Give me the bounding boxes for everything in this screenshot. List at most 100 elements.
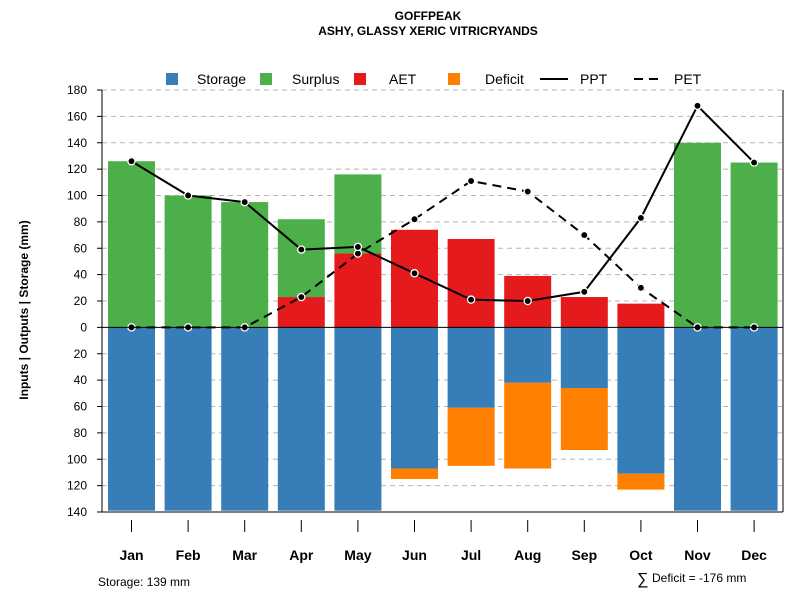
chart-subtitle: ASHY, GLASSY XERIC VITRICRYANDS: [318, 24, 538, 38]
bar-storage-jan: [108, 327, 155, 511]
y-tick-label: 40: [74, 373, 88, 387]
point-ppt-apr: [297, 245, 306, 254]
legend-swatch-deficit: [448, 73, 460, 85]
legend: Storage Surplus AET Deficit PPT PET: [166, 71, 702, 87]
legend-label-pet: PET: [674, 71, 702, 87]
point-ppt-dec: [749, 158, 759, 167]
month-label-nov: Nov: [684, 547, 711, 563]
bar-aet-apr: [277, 297, 325, 328]
bar-aet-jun: [391, 229, 438, 328]
bar-storage-may: [334, 327, 382, 511]
bar-storage-sep: [560, 327, 608, 389]
legend-swatch-storage: [166, 73, 178, 85]
y-tick-label: 20: [74, 294, 88, 308]
bar-storage-oct: [617, 327, 665, 474]
point-ppt-aug: [523, 296, 532, 306]
bar-storage-nov: [674, 327, 721, 511]
month-label-oct: Oct: [629, 547, 653, 563]
point-ppt-sep: [580, 287, 589, 297]
bar-storage-mar: [221, 327, 269, 511]
month-label-sep: Sep: [571, 547, 597, 563]
bar-surplus-dec: [730, 162, 778, 328]
point-pet-oct: [636, 283, 646, 293]
bar-surplus-mar: [221, 202, 269, 328]
y-tick-label: 140: [67, 505, 87, 519]
legend-label-storage: Storage: [197, 71, 246, 87]
y-axis-label: Inputs | Outputs | Storage (mm): [17, 220, 31, 399]
legend-label-deficit: Deficit: [485, 71, 524, 87]
y-tick-label: 0: [80, 320, 87, 334]
line-pet: [131, 179, 755, 329]
bar-deficit-jun: [391, 468, 438, 480]
point-ppt-jan: [127, 156, 136, 166]
bar-surplus-may: [334, 174, 382, 254]
point-pet-apr: [297, 292, 306, 302]
bar-surplus-feb: [164, 195, 212, 328]
bar-aet-sep: [560, 297, 608, 328]
sum-symbol: ∑: [637, 571, 648, 588]
y-tick-label: 100: [67, 452, 87, 466]
month-label-may: May: [344, 547, 371, 563]
y-tick-label: 100: [67, 189, 87, 203]
legend-swatch-surplus: [260, 73, 272, 85]
gridlines: [102, 89, 783, 513]
y-tick-label: 160: [67, 109, 87, 123]
point-pet-aug: [523, 187, 532, 196]
point-ppt-jun: [410, 269, 419, 278]
legend-swatch-aet: [354, 73, 366, 85]
point-ppt-oct: [636, 213, 646, 223]
bar-deficit-oct: [617, 473, 665, 490]
point-ppt-mar: [240, 197, 249, 207]
y-tick-label: 140: [67, 136, 87, 150]
bar-storage-feb: [164, 327, 212, 511]
point-ppt-jul: [466, 295, 476, 304]
month-label-mar: Mar: [232, 547, 257, 563]
y-tick-label: 80: [74, 426, 88, 440]
point-ppt-feb: [183, 191, 193, 200]
month-label-apr: Apr: [289, 547, 314, 563]
legend-label-surplus: Surplus: [292, 71, 339, 87]
bar-storage-aug: [504, 327, 552, 383]
month-label-jan: Jan: [119, 547, 143, 563]
bar-deficit-jul: [447, 407, 495, 466]
deficit-note: Deficit = -176 mm: [652, 571, 746, 585]
legend-label-ppt: PPT: [580, 71, 608, 87]
bar-surplus-jan: [108, 161, 155, 328]
bar-storage-jul: [447, 327, 495, 408]
month-label-dec: Dec: [741, 547, 767, 563]
bar-aet-oct: [617, 303, 665, 328]
y-tick-label: 20: [74, 347, 88, 361]
bar-aet-jul: [447, 239, 495, 328]
month-label-jul: Jul: [461, 547, 481, 563]
point-ppt-may: [353, 242, 363, 252]
y-tick-label: 60: [74, 241, 88, 255]
bar-storage-jun: [391, 327, 438, 469]
y-tick-label: 80: [74, 215, 88, 229]
point-pet-jul: [466, 176, 476, 186]
point-pet-sep: [580, 230, 589, 240]
bars: [108, 142, 778, 511]
legend-label-aet: AET: [389, 71, 417, 87]
bar-deficit-sep: [560, 388, 608, 451]
bar-surplus-nov: [674, 142, 721, 328]
bar-storage-dec: [730, 327, 778, 511]
y-tick-label: 40: [74, 268, 88, 282]
month-label-aug: Aug: [514, 547, 541, 563]
bar-storage-apr: [277, 327, 325, 511]
point-pet-jun: [410, 214, 419, 224]
point-ppt-nov: [693, 101, 702, 111]
bar-aet-may: [334, 253, 382, 328]
month-label-jun: Jun: [402, 547, 427, 563]
y-tick-label: 180: [67, 83, 87, 97]
y-tick-label: 120: [67, 479, 87, 493]
bar-deficit-aug: [504, 382, 552, 469]
series-lines: [127, 101, 759, 332]
line-ppt: [130, 104, 755, 303]
axes: 180 160 140 120 100 80 60 40 20 0 20 40 60 80 100 120 14…: [67, 83, 784, 563]
storage-note: Storage: 139 mm: [98, 575, 190, 589]
y-tick-label: 120: [67, 162, 87, 176]
chart-title: GOFFPEAK: [395, 9, 462, 23]
y-tick-label: 60: [74, 400, 88, 414]
month-label-feb: Feb: [176, 547, 201, 563]
